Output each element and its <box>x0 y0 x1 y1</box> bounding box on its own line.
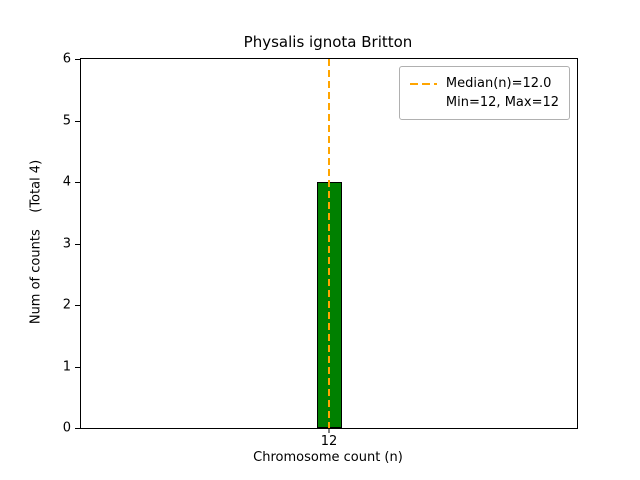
legend-label-median: Median(n)=12.0 <box>445 76 552 91</box>
y-tick-mark <box>75 305 80 306</box>
y-tick-mark <box>75 428 80 429</box>
legend: Median(n)=12.0 Min=12, Max=12 <box>398 66 570 120</box>
x-tick-label: 12 <box>320 434 338 449</box>
legend-entry-median: Median(n)=12.0 <box>409 74 559 93</box>
legend-spacer <box>410 102 437 104</box>
y-tick-mark <box>75 120 80 122</box>
x-axis-label: Chromosome count (n) <box>253 450 403 465</box>
y-tick-label: 6 <box>62 51 71 67</box>
plot-area: Median(n)=12.0 Min=12, Max=12 0 1 2 3 4 5 6 12 <box>63 52 578 449</box>
median-dashed-line-icon <box>409 82 437 85</box>
legend-entry-minmax: Min=12, Max=12 <box>410 93 559 112</box>
median-line <box>328 59 330 428</box>
y-tick-mark <box>75 366 80 368</box>
y-tick-label: 3 <box>62 236 71 251</box>
y-tick-label: 4 <box>62 174 71 190</box>
y-tick-label: 5 <box>62 113 71 128</box>
y-tick-label: 1 <box>62 359 71 374</box>
chart-title: Physalis ignota Britton <box>243 33 413 51</box>
x-tick-mark <box>328 428 330 433</box>
y-tick-mark <box>75 59 80 60</box>
y-tick-mark <box>75 182 80 183</box>
y-tick-mark <box>75 243 80 245</box>
y-tick-label: 2 <box>62 297 71 313</box>
y-tick-label: 0 <box>62 420 71 436</box>
legend-label-minmax: Min=12, Max=12 <box>445 95 559 110</box>
